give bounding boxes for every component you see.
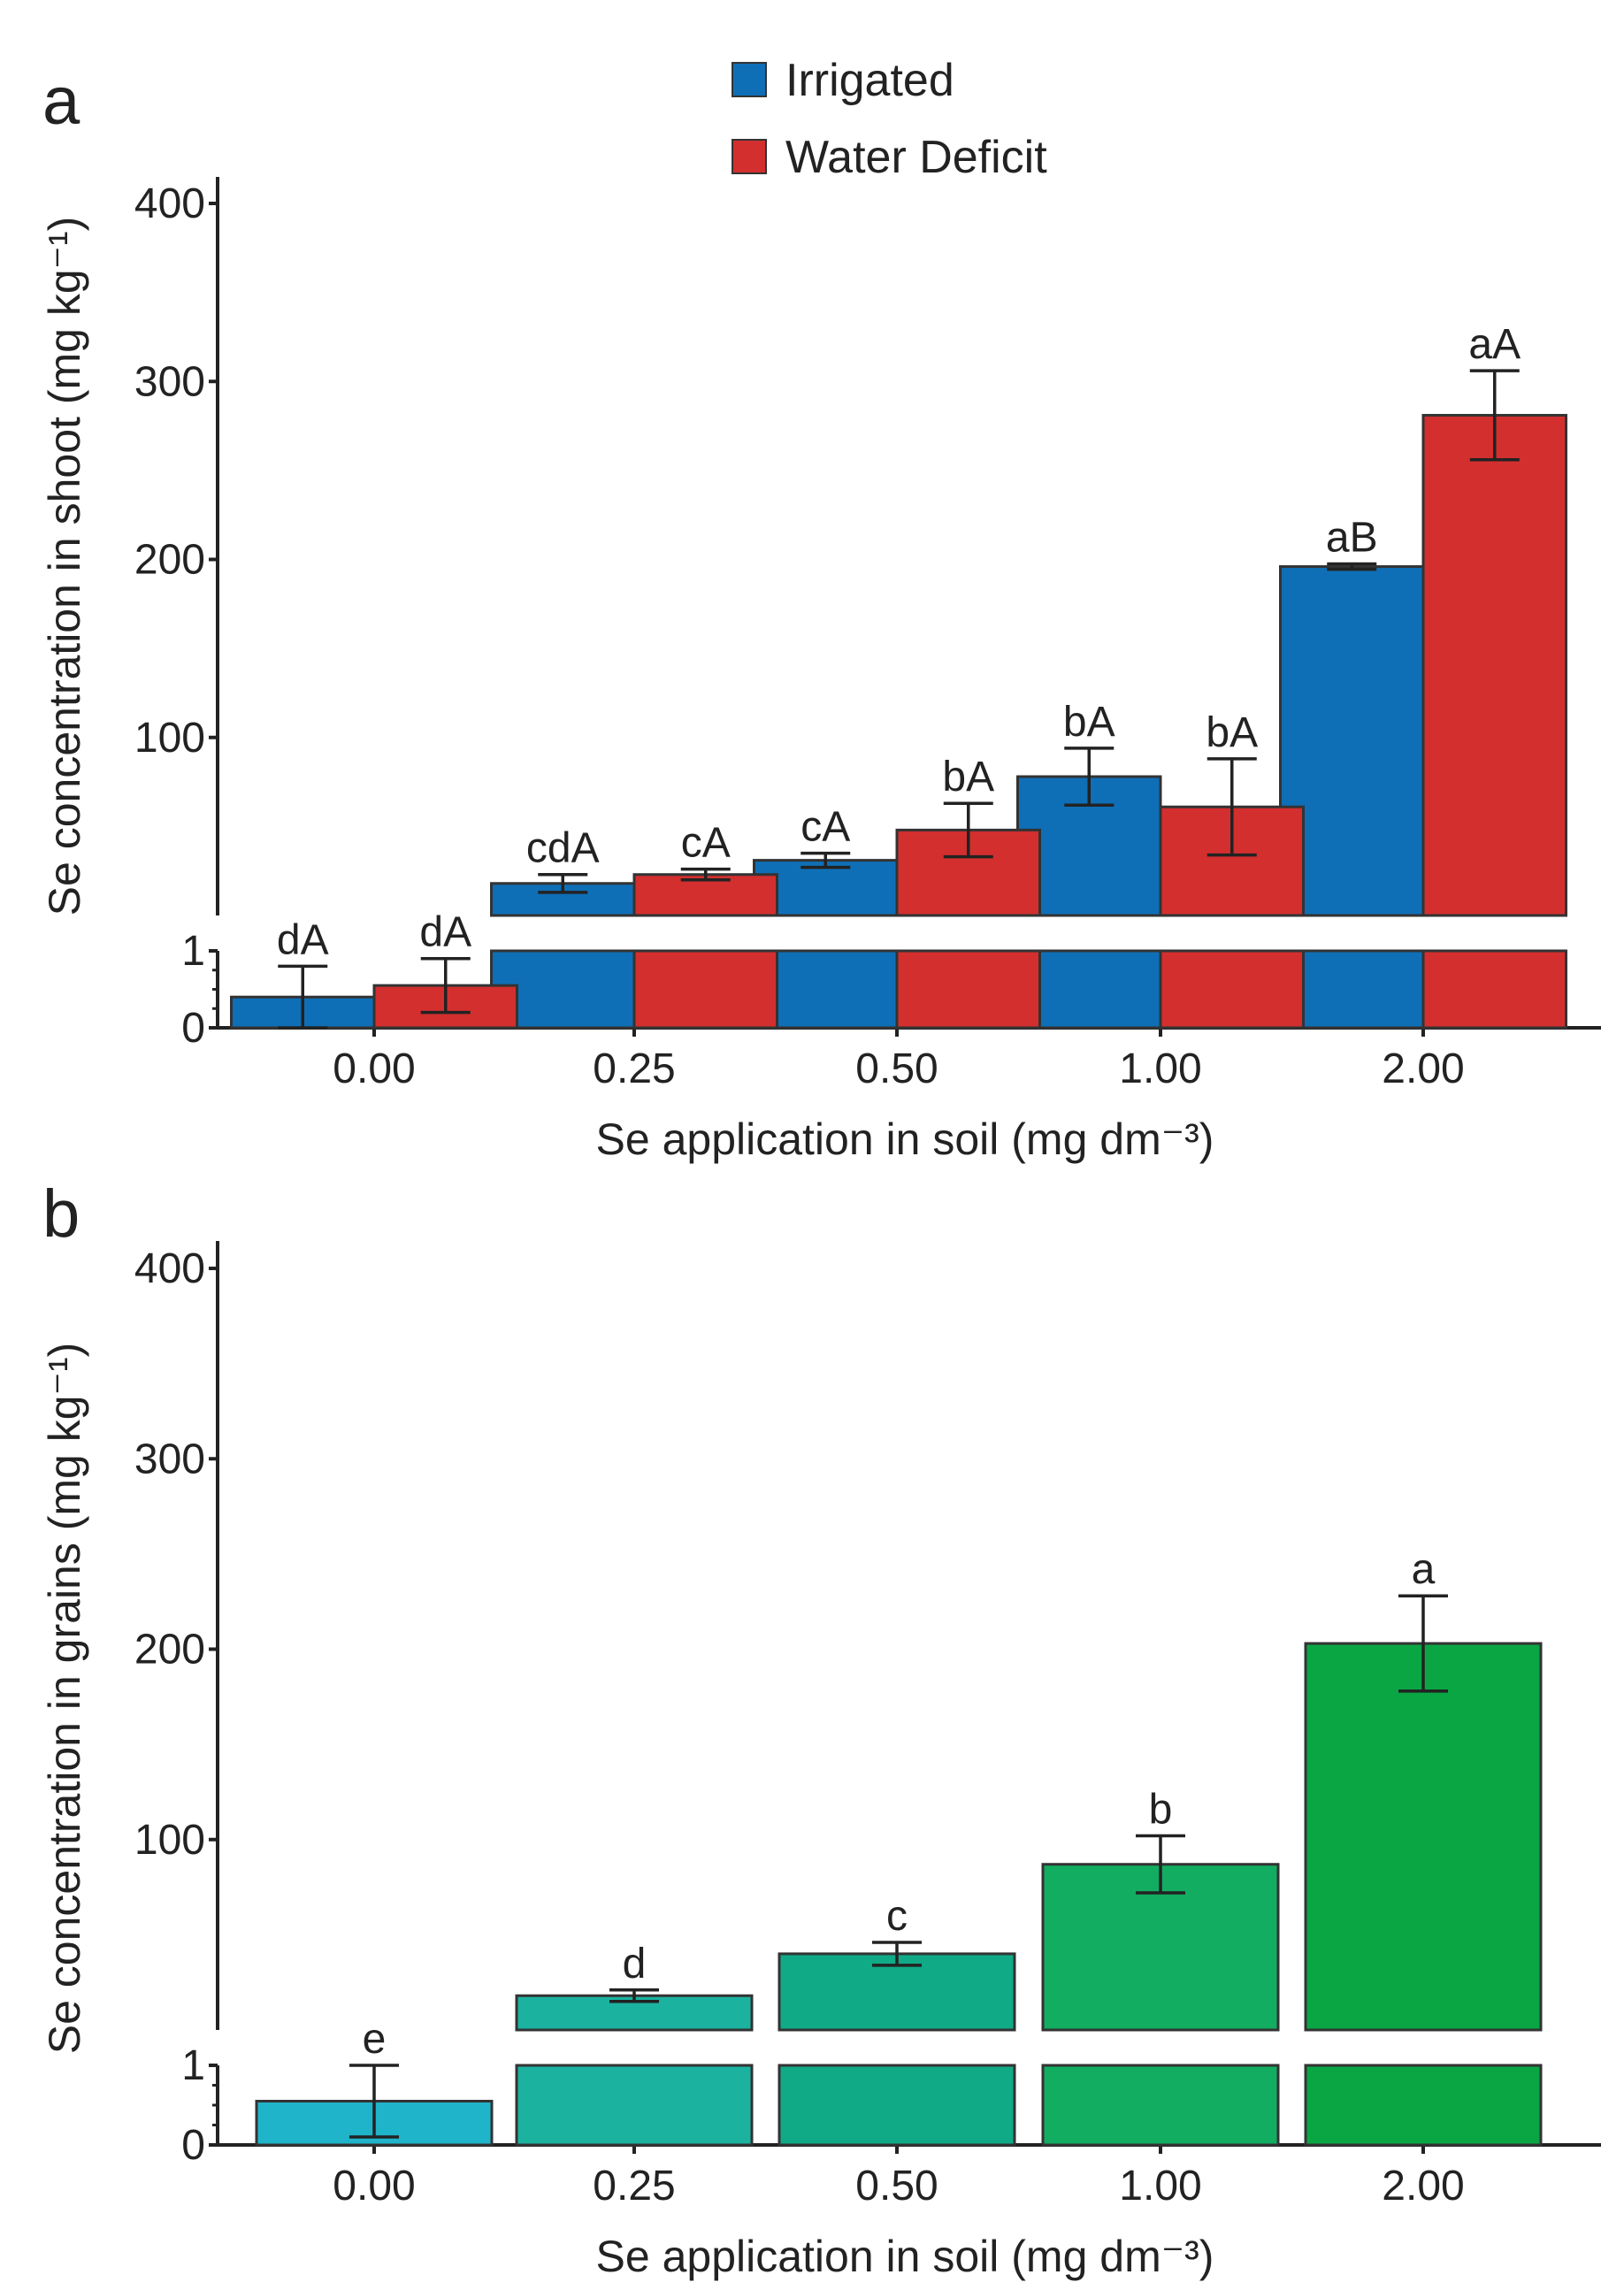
panel-b-letter: b <box>42 1176 80 1252</box>
panel-a-bar-water-deficit-2.00-lower <box>1421 949 1567 1030</box>
panel-b-y-tick-label: 400 <box>134 1245 205 1292</box>
legend-swatch-irrigated <box>732 62 767 97</box>
legend: Irrigated Water Deficit <box>732 55 1047 183</box>
panel-a-error-bar <box>680 867 731 882</box>
panel-a-significance-label: bA <box>1063 699 1115 746</box>
panel-b-x-tick-label: 0.25 <box>593 2163 675 2210</box>
panel-b-bar-grains-0.25-lower <box>515 2064 754 2147</box>
panel-a-y-tick-label: 0 <box>181 1005 205 1052</box>
legend-label-water-deficit: Water Deficit <box>785 132 1047 183</box>
panel-a-x-tick-label: 2.00 <box>1382 1045 1464 1092</box>
panel-a-significance-label: cA <box>801 804 850 851</box>
panel-a-x-tick-label: 0.50 <box>855 1045 938 1092</box>
panel-a-y-tick-label: 1 <box>181 928 205 975</box>
panel-a-significance-label: dA <box>277 916 329 963</box>
panel-b-y-axis-title: Se concentration in grains (mg kg⁻¹) <box>40 1343 89 2055</box>
panel-a-bar-water-deficit-1.00-lower <box>1159 949 1305 1030</box>
panel-b-significance-label: d <box>623 1941 647 1987</box>
panel-b-error-bar <box>1398 1594 1448 1693</box>
panel-b-significance-label: e <box>363 2016 387 2063</box>
panel-a-error-bar <box>1469 369 1520 462</box>
legend-swatch-water-deficit <box>732 139 767 174</box>
panel-b-bar-grains-1.00-lower <box>1041 2064 1280 2147</box>
panel-a-error-bar <box>943 801 993 859</box>
panel-a-bar-irrigated-1.00 <box>1016 775 1162 917</box>
panel-a-bar-water-deficit-0.25-lower <box>632 949 778 1030</box>
panel-a-x-tick-label: 0.00 <box>333 1045 415 1092</box>
panel-a-significance-label: bA <box>942 754 994 800</box>
panel-a-significance-label: aB <box>1326 515 1378 562</box>
panel-a-significance-label: cA <box>681 820 731 867</box>
panel-a-bar-water-deficit-2.00 <box>1421 413 1567 917</box>
panel-a-x-tick-label: 0.25 <box>593 1045 675 1092</box>
panel-b-y-tick-label: 0 <box>181 2122 205 2169</box>
panel-a-significance-label: aA <box>1468 321 1521 368</box>
panel-a-error-bar <box>420 956 471 1015</box>
panel-b-significance-label: a <box>1412 1546 1436 1593</box>
panel-a-chart: a Se concentration in shoot (mg kg⁻¹) Se… <box>40 64 1601 1164</box>
panel-a-bar-water-deficit-0.50-lower <box>895 949 1041 1030</box>
panel-b-x-tick-label: 2.00 <box>1382 2163 1464 2210</box>
panel-b-x-axis-title: Se application in soil (mg dm⁻³) <box>596 2232 1214 2281</box>
panel-b-bar-grains-2.00 <box>1304 1642 1543 2032</box>
panel-a-y-tick-label: 200 <box>134 537 205 584</box>
panel-b-bar-grains-0.50-lower <box>778 2064 1016 2147</box>
panel-a-y-tick-label: 300 <box>134 358 205 405</box>
panel-b-significance-label: b <box>1149 1786 1173 1833</box>
panel-a-bar-irrigated-1.00-lower <box>1016 949 1162 1030</box>
panel-a-x-axis-title: Se application in soil (mg dm⁻³) <box>596 1114 1214 1164</box>
panel-b-x-tick-label: 1.00 <box>1119 2163 1201 2210</box>
panel-a-error-bar <box>801 851 851 869</box>
panel-a-significance-label: bA <box>1206 709 1258 756</box>
panel-b-y-tick-label: 300 <box>134 1436 205 1482</box>
panel-b-significance-label: c <box>886 1893 908 1940</box>
panel-a-letter: a <box>42 64 80 139</box>
panel-b-error-bar <box>349 2064 399 2139</box>
panel-a-x-tick-label: 1.00 <box>1119 1045 1201 1092</box>
panel-a-significance-label: dA <box>419 909 471 956</box>
panel-a-error-bar <box>1207 757 1257 857</box>
panel-b-y-tick-label: 200 <box>134 1627 205 1673</box>
panel-b-y-tick-label: 1 <box>181 2042 205 2089</box>
panel-b-y-tick-label: 100 <box>134 1817 205 1864</box>
panel-b-error-bar <box>872 1941 922 1967</box>
panel-b-error-bar <box>609 1988 659 2003</box>
panel-a-error-bar <box>1064 747 1115 807</box>
panel-a-significance-label: cdA <box>526 825 600 872</box>
panel-b-error-bar <box>1136 1834 1185 1895</box>
panel-a-error-bar <box>278 964 328 1030</box>
legend-label-irrigated: Irrigated <box>785 55 954 106</box>
panel-b-x-tick-label: 0.50 <box>855 2163 938 2210</box>
panel-b-chart: b Se concentration in grains (mg kg⁻¹) S… <box>40 1176 1601 2281</box>
panel-b-bar-grains-2.00-lower <box>1304 2064 1543 2147</box>
panel-a-error-bar <box>1327 562 1377 571</box>
panel-a-y-axis-title: Se concentration in shoot (mg kg⁻¹) <box>40 217 89 916</box>
panel-a-y-tick-label: 100 <box>134 715 205 762</box>
panel-a-y-tick-label: 400 <box>134 180 205 227</box>
panel-b-x-tick-label: 0.00 <box>333 2163 415 2210</box>
panel-a-error-bar <box>538 872 588 894</box>
